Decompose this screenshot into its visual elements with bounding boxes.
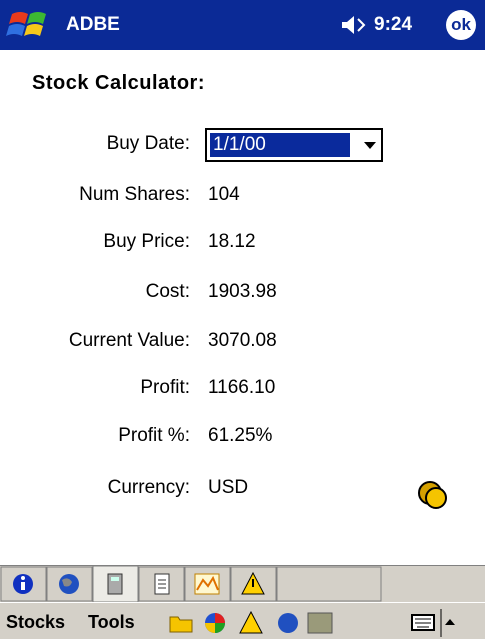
dropdown-value: 1/1/00 [209, 132, 351, 158]
menu-bar: Stocks Tools [0, 602, 485, 639]
heading: Stock Calculator: [32, 72, 205, 94]
field-value: 61.25% [208, 425, 273, 446]
title-bar: ADBE 9:24 ok [0, 0, 485, 50]
tabs [0, 565, 382, 603]
dropdown-arrow [364, 142, 376, 149]
field-label: Buy Price: [103, 231, 190, 252]
open-icon[interactable] [169, 616, 193, 633]
field-value: 1903.98 [208, 281, 277, 302]
field-value: 3070.08 [208, 330, 277, 351]
money-icon[interactable] [307, 612, 333, 634]
field-label: Cost: [145, 281, 190, 302]
field-label: Currency: [107, 477, 190, 498]
sip-arrow[interactable] [445, 619, 455, 625]
field-label: Num Shares: [79, 184, 190, 205]
coin-icon[interactable] [416, 478, 450, 512]
field-value: USD [208, 477, 249, 498]
toolbar-icons [169, 609, 455, 637]
menu-item[interactable]: Stocks [6, 612, 66, 632]
field-label: Current Value: [68, 330, 190, 351]
app-title: ADBE [66, 14, 120, 35]
buy-date-dropdown[interactable]: 1/1/00 [205, 128, 383, 162]
volume-icon[interactable] [340, 14, 368, 36]
alert-icon[interactable] [239, 610, 263, 634]
tab-bar [0, 565, 485, 603]
tab[interactable] [276, 566, 382, 602]
field-label: Buy Date: [106, 133, 190, 154]
menu-item[interactable]: Tools [88, 612, 135, 632]
field-value: 1166.10 [208, 377, 276, 398]
clock[interactable]: 9:24 [374, 14, 413, 35]
start-button[interactable] [6, 8, 56, 42]
globe-icon[interactable] [278, 613, 298, 633]
field-label: Profit: [140, 377, 190, 398]
pie-icon[interactable] [205, 613, 225, 633]
ok-button[interactable]: ok [446, 10, 476, 40]
field-label: Profit %: [118, 425, 190, 446]
field-value: 104 [208, 184, 240, 205]
field-value: 18.12 [208, 231, 256, 252]
